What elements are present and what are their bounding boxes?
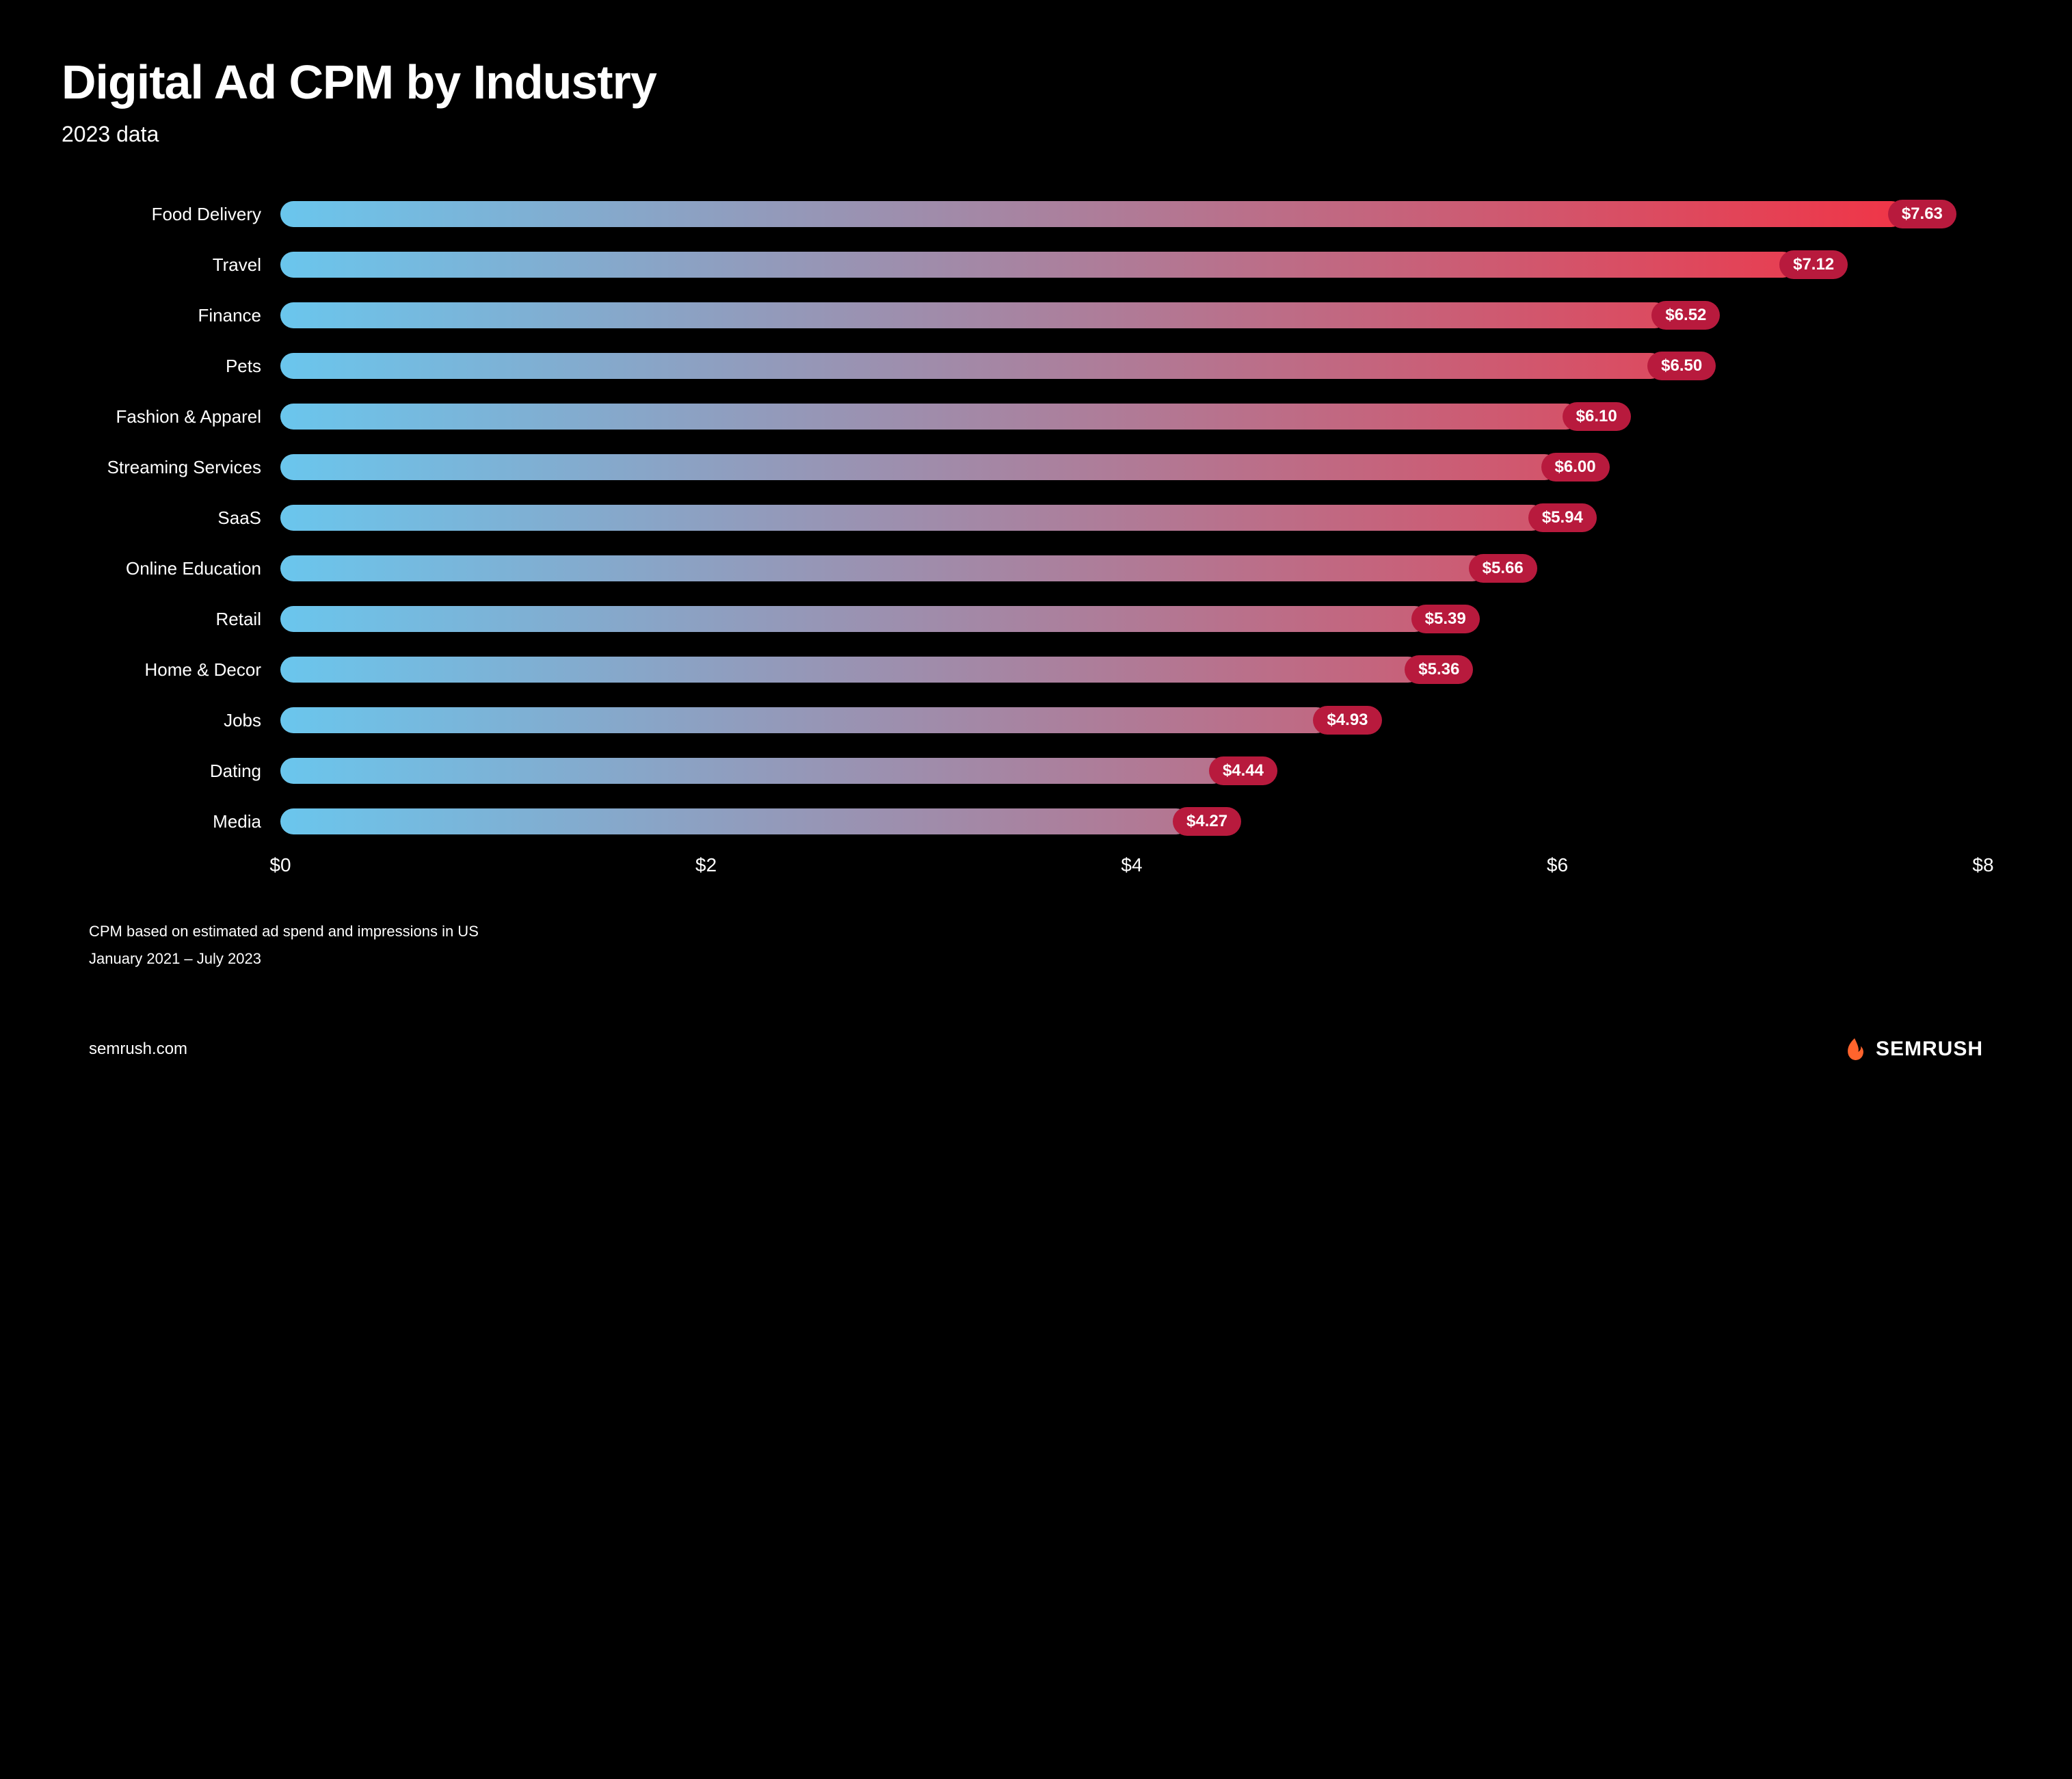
category-label: Finance: [89, 305, 280, 326]
category-label: Food Delivery: [89, 204, 280, 225]
category-label: Travel: [89, 254, 280, 276]
bar: [280, 302, 1668, 328]
bar-row: Online Education $5.66: [89, 549, 1983, 588]
category-label: Online Education: [89, 558, 280, 579]
bar: [280, 606, 1428, 632]
bar: [280, 505, 1545, 531]
bar-row: Streaming Services $6.00: [89, 448, 1983, 486]
bar-row: Jobs $4.93: [89, 701, 1983, 739]
value-pill: $5.66: [1469, 554, 1537, 583]
bar-row: Food Delivery $7.63: [89, 195, 1983, 233]
category-label: Retail: [89, 609, 280, 630]
chart-notes: CPM based on estimated ad spend and impr…: [89, 923, 2010, 968]
note-line-2: January 2021 – July 2023: [89, 950, 2010, 968]
x-tick: $0: [269, 854, 291, 876]
bar: [280, 353, 1664, 379]
brand-text: SEMRUSH: [1876, 1038, 1983, 1061]
value-pill: $6.50: [1647, 352, 1716, 380]
category-label: Fashion & Apparel: [89, 406, 280, 427]
category-label: Jobs: [89, 710, 280, 731]
x-tick: $2: [695, 854, 717, 876]
value-pill: $6.52: [1651, 301, 1720, 330]
semrush-flame-icon: [1842, 1036, 1868, 1062]
value-pill: $4.44: [1209, 756, 1277, 785]
bar: [280, 252, 1796, 278]
bar: [280, 808, 1189, 834]
bar-row: Travel $7.12: [89, 246, 1983, 284]
chart-title: Digital Ad CPM by Industry: [62, 55, 2010, 109]
value-pill: $7.12: [1779, 250, 1848, 279]
bar: [280, 707, 1329, 733]
bar: [280, 454, 1558, 480]
value-pill: $4.27: [1173, 807, 1241, 836]
value-pill: $5.39: [1411, 605, 1480, 633]
bar-row: Pets $6.50: [89, 347, 1983, 385]
category-label: SaaS: [89, 508, 280, 529]
bar-row: SaaS $5.94: [89, 499, 1983, 537]
x-tick: $8: [1972, 854, 1993, 876]
x-tick: $6: [1547, 854, 1568, 876]
value-pill: $5.36: [1405, 655, 1473, 684]
bar-row: Finance $6.52: [89, 296, 1983, 334]
value-pill: $6.00: [1541, 453, 1610, 482]
bar-row: Dating $4.44: [89, 752, 1983, 790]
value-pill: $7.63: [1888, 200, 1956, 228]
x-axis: $0$2$4$6$8: [89, 854, 1983, 882]
value-pill: $5.94: [1528, 503, 1597, 532]
category-label: Dating: [89, 761, 280, 782]
footer: semrush.com SEMRUSH: [89, 1036, 1983, 1062]
x-tick: $4: [1121, 854, 1142, 876]
note-line-1: CPM based on estimated ad spend and impr…: [89, 923, 2010, 940]
category-label: Streaming Services: [89, 457, 280, 478]
bar: [280, 201, 1904, 227]
bar-row: Media $4.27: [89, 802, 1983, 841]
bar: [280, 657, 1421, 683]
value-pill: $4.93: [1313, 706, 1381, 735]
category-label: Pets: [89, 356, 280, 377]
value-pill: $6.10: [1563, 402, 1631, 431]
bar-chart: Food Delivery $7.63 Travel $7.12 Finance $6.5…: [89, 195, 1983, 882]
chart-subtitle: 2023 data: [62, 122, 2010, 147]
bar-row: Home & Decor $5.36: [89, 650, 1983, 689]
category-label: Home & Decor: [89, 659, 280, 681]
bar-row: Fashion & Apparel $6.10: [89, 397, 1983, 436]
bar: [280, 404, 1579, 430]
bar: [280, 555, 1485, 581]
footer-brand: SEMRUSH: [1842, 1036, 1983, 1062]
footer-site: semrush.com: [89, 1040, 187, 1059]
category-label: Media: [89, 811, 280, 832]
bar: [280, 758, 1225, 784]
bar-row: Retail $5.39: [89, 600, 1983, 638]
